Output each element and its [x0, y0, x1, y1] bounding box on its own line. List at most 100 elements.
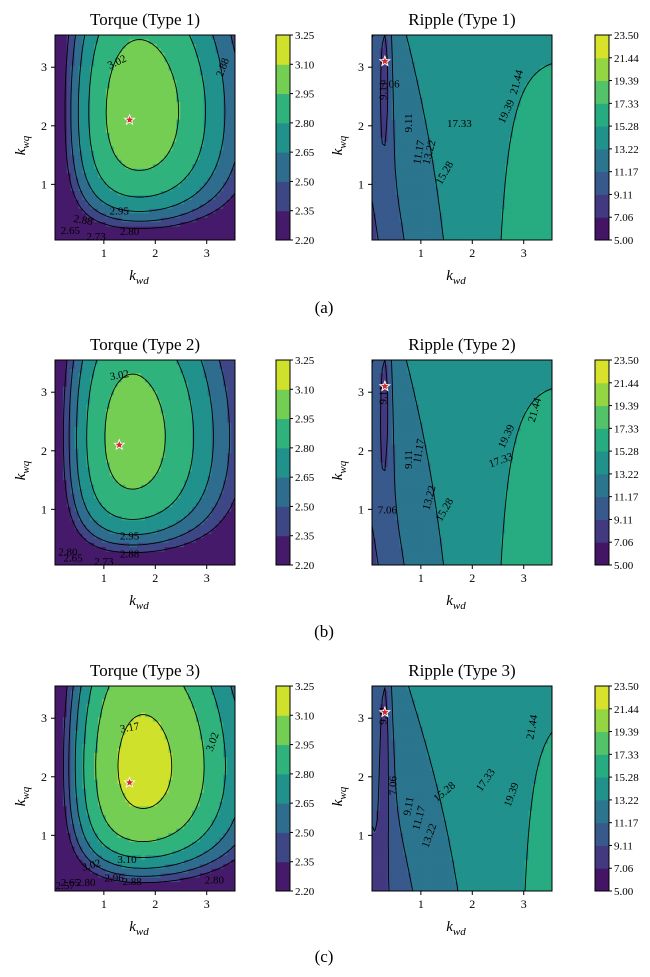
y-tick-label: 1: [41, 828, 47, 842]
contour-label-group: 11.17: [411, 139, 427, 166]
colorbar-band: [276, 447, 290, 478]
contour-line-5: [95, 686, 205, 843]
contour-label: 9.11: [403, 450, 415, 469]
contour-lines: [372, 686, 552, 891]
y-tick-label: 3: [358, 60, 364, 74]
colorbar-band: [595, 868, 609, 892]
contour-line-2: [372, 687, 390, 891]
contour-label-group: 7.06: [380, 79, 400, 91]
contour-line-2: [70, 35, 235, 222]
x-tick-label: 2: [469, 246, 475, 260]
colorbar-tick-label: 3.25: [295, 681, 315, 693]
contour-chart-1: 3.02 2.882.952.882.802.65 2.731 2 3123Torque…: [13, 10, 315, 287]
x-tick-label: 1: [418, 246, 424, 260]
colorbar: 2.20 2.35 2.50 2.65 2.80 2.95 3.10 3.25: [275, 30, 315, 247]
colorbar-tick-label: 23.50: [614, 30, 639, 42]
contour-label: 2.65: [61, 225, 81, 237]
y-axis-label: kwq: [13, 135, 32, 155]
plot-frame: [371, 685, 553, 892]
contour-line-5: [500, 63, 552, 240]
y-axis-label: kwq: [13, 786, 32, 806]
colorbar-tick-label: 3.10: [295, 59, 315, 71]
contour-line-5: [524, 731, 552, 891]
colorbar-tick-label: 23.50: [614, 355, 639, 367]
colorbar-frame: [275, 359, 291, 566]
colorbar-band: [276, 477, 290, 507]
chart-title: Torque (Type 1): [90, 10, 200, 29]
contour-label-group: 9.11: [401, 796, 416, 817]
colorbar-band: [276, 535, 290, 566]
x-axis-label: kwd: [446, 919, 466, 938]
y-tick-label: 1: [358, 177, 364, 191]
colorbar-tick-label: 11.17: [614, 818, 639, 830]
contour-label: 2.65: [63, 552, 83, 564]
contour-label: 3.02: [109, 368, 130, 383]
x-tick-label: 3: [521, 246, 527, 260]
colorbar-band: [276, 803, 290, 833]
x-axis-label: kwd: [129, 268, 149, 287]
contour-label-group: 7.06: [378, 504, 398, 516]
colorbar-tick-label: 9.11: [614, 840, 633, 852]
contour-label: 2.80: [205, 874, 225, 886]
colorbar-tick-label: 2.35: [295, 206, 315, 218]
colorbar-band: [276, 861, 290, 892]
contour-label: 9.11: [377, 81, 389, 100]
x-tick-label: 1: [101, 571, 107, 585]
colorbar-band: [595, 473, 609, 498]
colorbar: 5.00 7.06 9.11 11.17 13.22 15.28 17.33 19.39 21.…: [594, 681, 639, 898]
contour-label: 2.80: [58, 547, 78, 559]
contour-label-group: 2.65: [61, 225, 81, 237]
contour-label: 7.06: [380, 79, 400, 91]
colorbar-tick-label: 5.00: [614, 560, 634, 572]
colorbar-frame: [594, 685, 610, 892]
contour-line-4: [86, 360, 195, 520]
colorbar-tick-label: 3.25: [295, 30, 315, 42]
contour-label: 3.10: [117, 854, 137, 866]
colorbar-tick-label: 2.80: [295, 118, 315, 130]
contour-chart-6: 7.069.119.1111.1713.2215.2817.3319.3921.…: [330, 661, 639, 938]
contour-label-group: 2.95: [110, 206, 130, 218]
contour-fill: [55, 686, 235, 891]
y-axis-label: kwq: [330, 460, 349, 480]
colorbar-band: [595, 822, 609, 846]
panel-label-b: (b): [314, 622, 334, 641]
contour-line-2: [68, 360, 231, 546]
optimum-star-marker: [123, 113, 136, 126]
contour-chart-4: 9.11 9.11 7.06 11.17 13.22 15.28 17.33 19.39 21.…: [330, 335, 639, 612]
y-tick-label: 2: [358, 444, 364, 458]
contour-line-3: [75, 360, 214, 536]
colorbar-band: [276, 389, 290, 420]
contour-fill: [372, 35, 552, 240]
contour-label-group: 2.95: [120, 531, 140, 543]
contour-chart-5: 3.173.023.103.022.962.88 2.802.802.652.57…: [13, 661, 315, 938]
colorbar-band: [595, 799, 609, 824]
x-axis-label: kwd: [129, 919, 149, 938]
contour-label-group: 2.80: [58, 547, 78, 559]
contour-line-2: [372, 360, 389, 565]
x-tick-label: 3: [204, 897, 210, 911]
contour-label: 21.44: [524, 713, 540, 740]
colorbar-tick-label: 13.22: [614, 144, 639, 156]
contour-label-group: 2.88: [122, 876, 142, 888]
colorbar-band: [595, 405, 609, 429]
colorbar-tick-label: 7.06: [614, 537, 634, 549]
contour-line-4: [83, 686, 226, 859]
contour-label-group: 17.33: [447, 118, 472, 130]
contour-lines: [63, 686, 235, 884]
optimum-star-marker: [123, 776, 136, 788]
contour-label: 2.96: [104, 873, 124, 885]
colorbar-tick-label: 17.33: [614, 749, 639, 761]
contour-label-group: 11.17: [411, 437, 427, 464]
colorbar-tick-label: 2.50: [295, 176, 315, 188]
colorbar-tick-label: 7.06: [614, 212, 634, 224]
colorbar-band: [276, 360, 290, 390]
contour-fill: [372, 686, 552, 891]
plot-frame: [54, 34, 236, 241]
colorbar-band: [595, 708, 609, 733]
plot-frame: [371, 34, 553, 241]
colorbar-band: [595, 360, 609, 384]
x-tick-label: 3: [521, 571, 527, 585]
contour-label: 11.17: [411, 139, 427, 166]
colorbar-tick-label: 3.25: [295, 355, 315, 367]
y-tick-label: 1: [41, 502, 47, 516]
